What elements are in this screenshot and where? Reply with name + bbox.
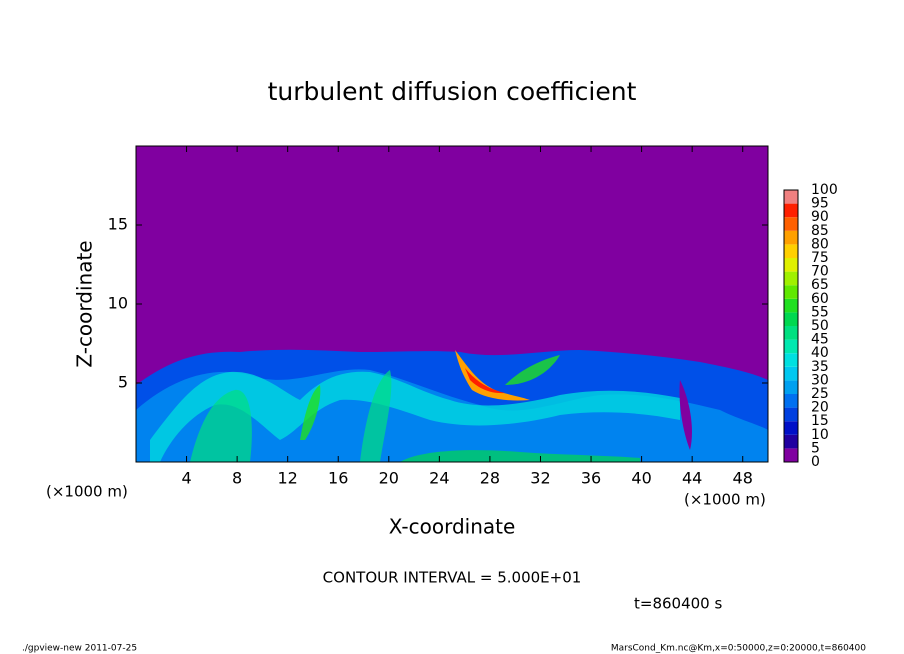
x-tick-label: 16	[328, 469, 348, 488]
colorbar-swatch	[784, 394, 798, 408]
x-tick-label: 44	[682, 469, 702, 488]
x-tick-label: 32	[530, 469, 550, 488]
colorbar-swatch	[784, 271, 798, 286]
y-tick-label: 10	[108, 294, 128, 313]
x-tick-label: 20	[379, 469, 399, 488]
colorbar-frame	[783, 189, 799, 463]
colorbar-swatch	[784, 353, 798, 367]
colorbar-swatch	[784, 203, 798, 218]
y-axis-unit: (×1000 m)	[46, 483, 128, 501]
colorbar-swatch	[784, 298, 798, 313]
colorbar-label: 40	[811, 345, 829, 361]
colorbar-label: 95	[811, 196, 829, 212]
footer-left: ./gpview-new 2011-07-25	[22, 644, 137, 654]
colorbar-label: 85	[811, 223, 829, 239]
y-tick-label: 5	[118, 373, 128, 392]
colorbar-label: 5	[811, 440, 820, 456]
x-axis-unit: (×1000 m)	[684, 491, 766, 509]
colorbar-swatch	[784, 380, 798, 394]
colorbar-swatch	[784, 244, 798, 258]
colorbar-label: 60	[811, 291, 829, 307]
colorbar-swatch	[784, 312, 798, 326]
footer-right: MarsCond_Km.nc@Km,x=0:50000,z=0:20000,t=…	[611, 644, 866, 654]
colorbar-swatch	[784, 366, 798, 381]
contour-note: CONTOUR INTERVAL = 5.000E+01	[323, 569, 582, 587]
colorbar-label: 35	[811, 359, 829, 375]
colorbar-label: 45	[811, 332, 829, 348]
colorbar-swatch	[784, 434, 798, 449]
colorbar-label: 65	[811, 277, 829, 293]
x-tick-label: 4	[181, 469, 191, 488]
x-tick-label: 28	[480, 469, 500, 488]
colorbar-label: 20	[811, 400, 829, 416]
chart-title: turbulent diffusion coefficient	[268, 77, 637, 106]
colorbar-swatch	[784, 285, 798, 299]
colorbar-swatch	[784, 339, 798, 354]
y-axis-label: Z-coordinate	[73, 240, 97, 367]
colorbar-label: 70	[811, 264, 829, 280]
colorbar-swatch	[784, 407, 798, 422]
colorbar-swatch	[784, 421, 798, 435]
x-tick-label: 24	[429, 469, 449, 488]
y-tick-label: 15	[108, 215, 128, 234]
colorbar-label: 10	[811, 427, 829, 443]
x-tick-label: 48	[733, 469, 753, 488]
x-tick-label: 36	[581, 469, 601, 488]
colorbar-swatch	[784, 230, 798, 245]
colorbar-swatch	[784, 217, 798, 231]
colorbar-label: 55	[811, 304, 829, 320]
turbulent-field	[136, 349, 768, 462]
colorbar-label: 90	[811, 209, 829, 225]
colorbar-label: 50	[811, 318, 829, 334]
x-axis-label: X-coordinate	[389, 515, 516, 539]
colorbar-swatch	[784, 326, 798, 340]
colorbar-swatch	[784, 448, 798, 462]
colorbar-label: 25	[811, 386, 829, 402]
colorbar-label: 15	[811, 413, 829, 429]
colorbar-label: 30	[811, 372, 829, 388]
colorbar-swatch	[784, 190, 798, 204]
x-tick-label: 8	[232, 469, 242, 488]
time-label: t=860400 s	[634, 595, 722, 613]
colorbar-swatch	[784, 258, 798, 272]
colorbar-label: 75	[811, 250, 829, 266]
x-tick-label: 40	[631, 469, 651, 488]
x-tick-label: 12	[278, 469, 298, 488]
colorbar-label: 100	[811, 182, 838, 198]
colorbar-label: 80	[811, 236, 829, 252]
colorbar-label: 0	[811, 454, 820, 470]
